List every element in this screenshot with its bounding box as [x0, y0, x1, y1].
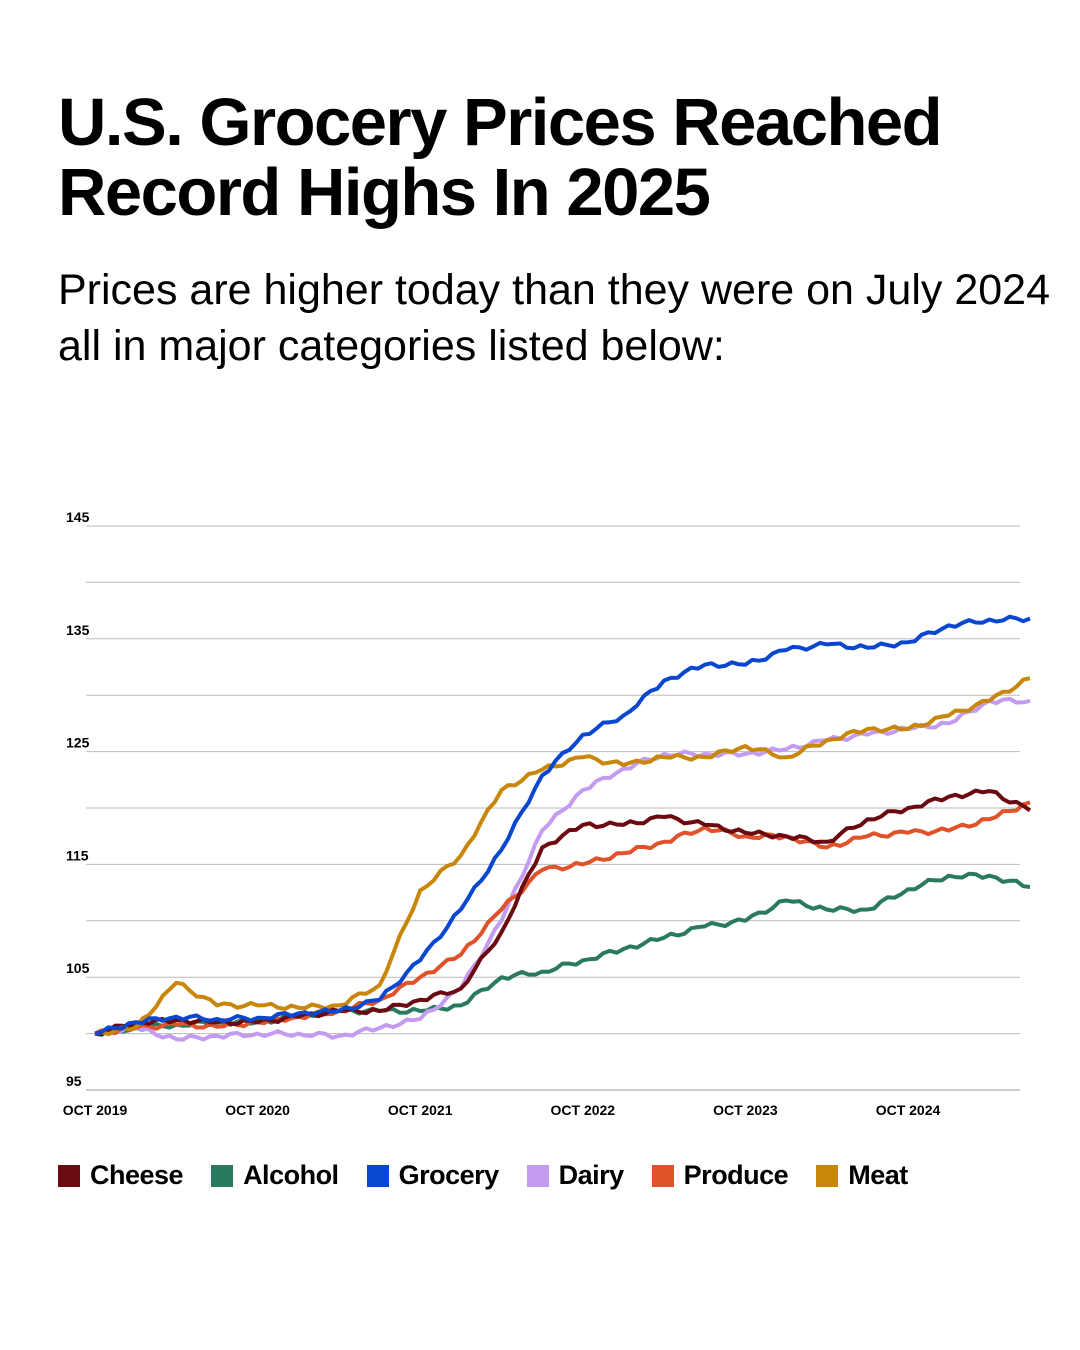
x-tick-label: OCT 2019	[63, 1102, 128, 1118]
series-line-grocery	[94, 614, 1031, 1036]
legend-label: Meat	[848, 1160, 908, 1190]
y-tick-label: 145	[66, 509, 90, 525]
legend-swatch	[816, 1164, 839, 1187]
legend-swatch	[58, 1164, 80, 1187]
legend-swatch	[651, 1164, 674, 1187]
series-lines	[94, 614, 1032, 1042]
x-tick-label: OCT 2024	[876, 1102, 941, 1118]
legend-item-alcohol: Alcohol	[211, 1160, 339, 1191]
y-tick-label: 125	[66, 735, 90, 751]
series-line-alcohol	[94, 871, 1031, 1037]
series-line-meat	[94, 676, 1031, 1037]
y-axis-ticks: 95 105 115 125 135 145	[66, 509, 90, 1089]
legend-label: Dairy	[558, 1160, 625, 1190]
legend-swatch	[366, 1164, 389, 1187]
series-line-cheese	[94, 788, 1032, 1036]
gridlines	[86, 525, 1020, 1091]
legend-label: Produce	[683, 1160, 789, 1190]
y-tick-label: 95	[66, 1073, 82, 1089]
x-axis-ticks: OCT 2019 OCT 2020 OCT 2021 OCT 2022 OCT 2023…	[63, 1102, 941, 1118]
legend: Cheese Alcohol Grocery Dairy Produce Meat	[58, 1160, 908, 1191]
legend-swatch	[211, 1164, 234, 1187]
legend-label: Cheese	[90, 1160, 184, 1190]
legend-label: Grocery	[398, 1160, 500, 1190]
x-tick-label: OCT 2022	[551, 1102, 616, 1118]
y-tick-label: 105	[66, 960, 90, 976]
legend-item-grocery: Grocery	[366, 1160, 500, 1191]
legend-swatch	[526, 1164, 549, 1187]
y-tick-label: 115	[66, 847, 89, 863]
legend-item-cheese: Cheese	[58, 1160, 184, 1191]
series-line-dairy	[94, 696, 1031, 1042]
legend-item-dairy: Dairy	[526, 1160, 625, 1191]
x-tick-label: OCT 2020	[225, 1102, 290, 1118]
x-tick-label: OCT 2021	[388, 1102, 453, 1118]
chart-subtitle: Prices are higher today than they were o…	[58, 266, 1050, 370]
chart-title: U.S. Grocery Prices Reached Record Highs…	[58, 85, 943, 230]
y-tick-label: 135	[66, 622, 90, 638]
legend-item-produce: Produce	[651, 1160, 789, 1191]
x-tick-label: OCT 2023	[713, 1102, 778, 1118]
legend-item-meat: Meat	[816, 1160, 908, 1191]
legend-label: Alcohol	[243, 1160, 339, 1190]
